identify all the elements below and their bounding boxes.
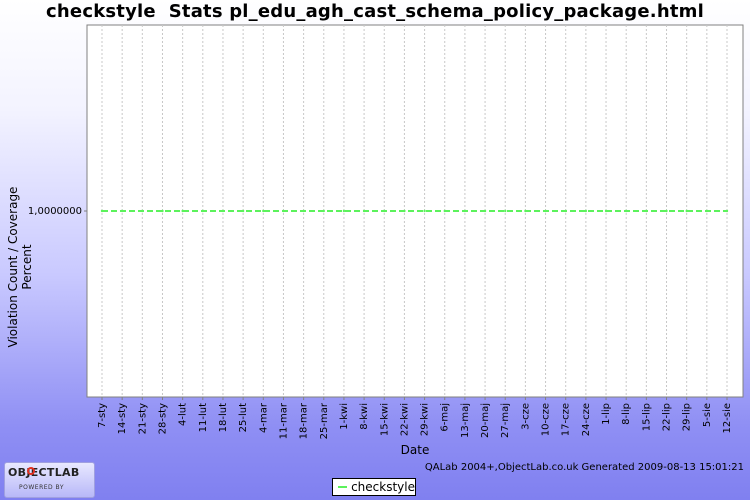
data-point (221, 209, 225, 213)
data-point (322, 209, 325, 213)
x-tick-label: 17-cze (561, 403, 572, 436)
data-point (141, 209, 144, 213)
y-tick-label: 1,0000000 (28, 206, 82, 217)
data-point (685, 209, 688, 213)
x-tick-label: 4-lut (178, 403, 189, 426)
x-tick-label: 15-kwi (379, 403, 390, 436)
data-point (443, 209, 446, 213)
x-axis-ticks: 7-sty 14-sty 21-sty 28-sty 4-lut 11-lut 18-lut… (97, 397, 733, 439)
data-point (282, 209, 285, 213)
logo-ring-icon (27, 467, 35, 475)
data-point (544, 209, 547, 213)
y-axis-label: Violation Count / Coverage Percent (6, 186, 34, 348)
legend-swatch-checkstyle (338, 486, 348, 488)
legend-label-checkstyle: checkstyle (351, 480, 415, 494)
legend: checkstyle (332, 478, 416, 496)
data-point (302, 209, 305, 213)
x-tick-label: 7-sty (97, 403, 108, 428)
data-point (181, 209, 184, 213)
x-tick-label: 1-kwi (339, 403, 350, 430)
x-tick-label: 8-lip (621, 403, 632, 425)
x-tick-label: 13-maj (460, 403, 471, 438)
x-tick-label: 20-maj (480, 403, 491, 438)
logo-text: OBJECTLAB (8, 466, 80, 479)
data-point (665, 209, 668, 213)
x-tick-label: 22-kwi (399, 403, 410, 436)
data-point (241, 209, 245, 213)
data-point (483, 209, 487, 213)
data-point (604, 209, 608, 213)
data-point (342, 209, 346, 213)
x-tick-label: 8-kwi (359, 403, 370, 430)
data-point (624, 209, 628, 213)
x-tick-label: 4-mar (258, 402, 269, 433)
data-point (262, 209, 265, 213)
x-tick-label: 22-lip (662, 403, 673, 431)
x-tick-label: 11-mar (278, 402, 289, 439)
data-point (383, 209, 386, 213)
data-point (362, 209, 366, 213)
y-axis-ticks: 1,0000000 (28, 206, 87, 217)
data-point (161, 209, 164, 213)
x-tick-label: 28-sty (157, 403, 168, 434)
x-tick-label: 21-sty (137, 403, 148, 434)
x-tick-label: 24-cze (581, 403, 592, 436)
x-tick-label: 15-lip (641, 403, 652, 431)
data-point (524, 209, 527, 213)
x-tick-label: 18-mar (299, 402, 310, 439)
data-point (120, 209, 124, 213)
x-tick-label: 18-lut (218, 403, 229, 432)
x-tick-label: 27-maj (500, 403, 511, 438)
series-layer (100, 209, 729, 213)
x-tick-label: 6-maj (440, 403, 451, 432)
chart-title: checkstyle Stats pl_edu_agh_cast_schema_… (46, 1, 704, 22)
x-tick-label: 10-cze (541, 403, 552, 436)
x-tick-label: 14-sty (117, 403, 128, 434)
data-point (100, 209, 104, 213)
x-tick-label: 12-sie (722, 403, 733, 433)
x-tick-label: 3-cze (520, 403, 531, 430)
x-tick-label: 25-mar (319, 402, 330, 439)
x-tick-label: 25-lut (238, 403, 249, 432)
x-tick-label: 5-sie (702, 403, 713, 427)
x-tick-label: 11-lut (198, 403, 209, 432)
data-point (403, 209, 406, 213)
x-tick-label: 1-lip (601, 403, 612, 425)
data-point (201, 209, 205, 213)
x-tick-label: 29-kwi (420, 403, 431, 436)
data-point (463, 209, 467, 213)
objectlab-logo: OBJECTLAB POWERED BY (4, 462, 95, 498)
data-point (423, 209, 426, 213)
data-point (645, 209, 648, 213)
data-point (584, 209, 588, 213)
data-point (705, 209, 709, 213)
data-point (504, 209, 507, 213)
data-point (725, 209, 729, 213)
x-tick-label: 29-lip (682, 403, 693, 431)
logo-tagline: POWERED BY (19, 484, 65, 491)
x-axis-label: Date (400, 443, 430, 457)
generated-footer: QALab 2004+,ObjectLab.co.uk Generated 20… (424, 462, 744, 473)
data-point (564, 209, 567, 213)
